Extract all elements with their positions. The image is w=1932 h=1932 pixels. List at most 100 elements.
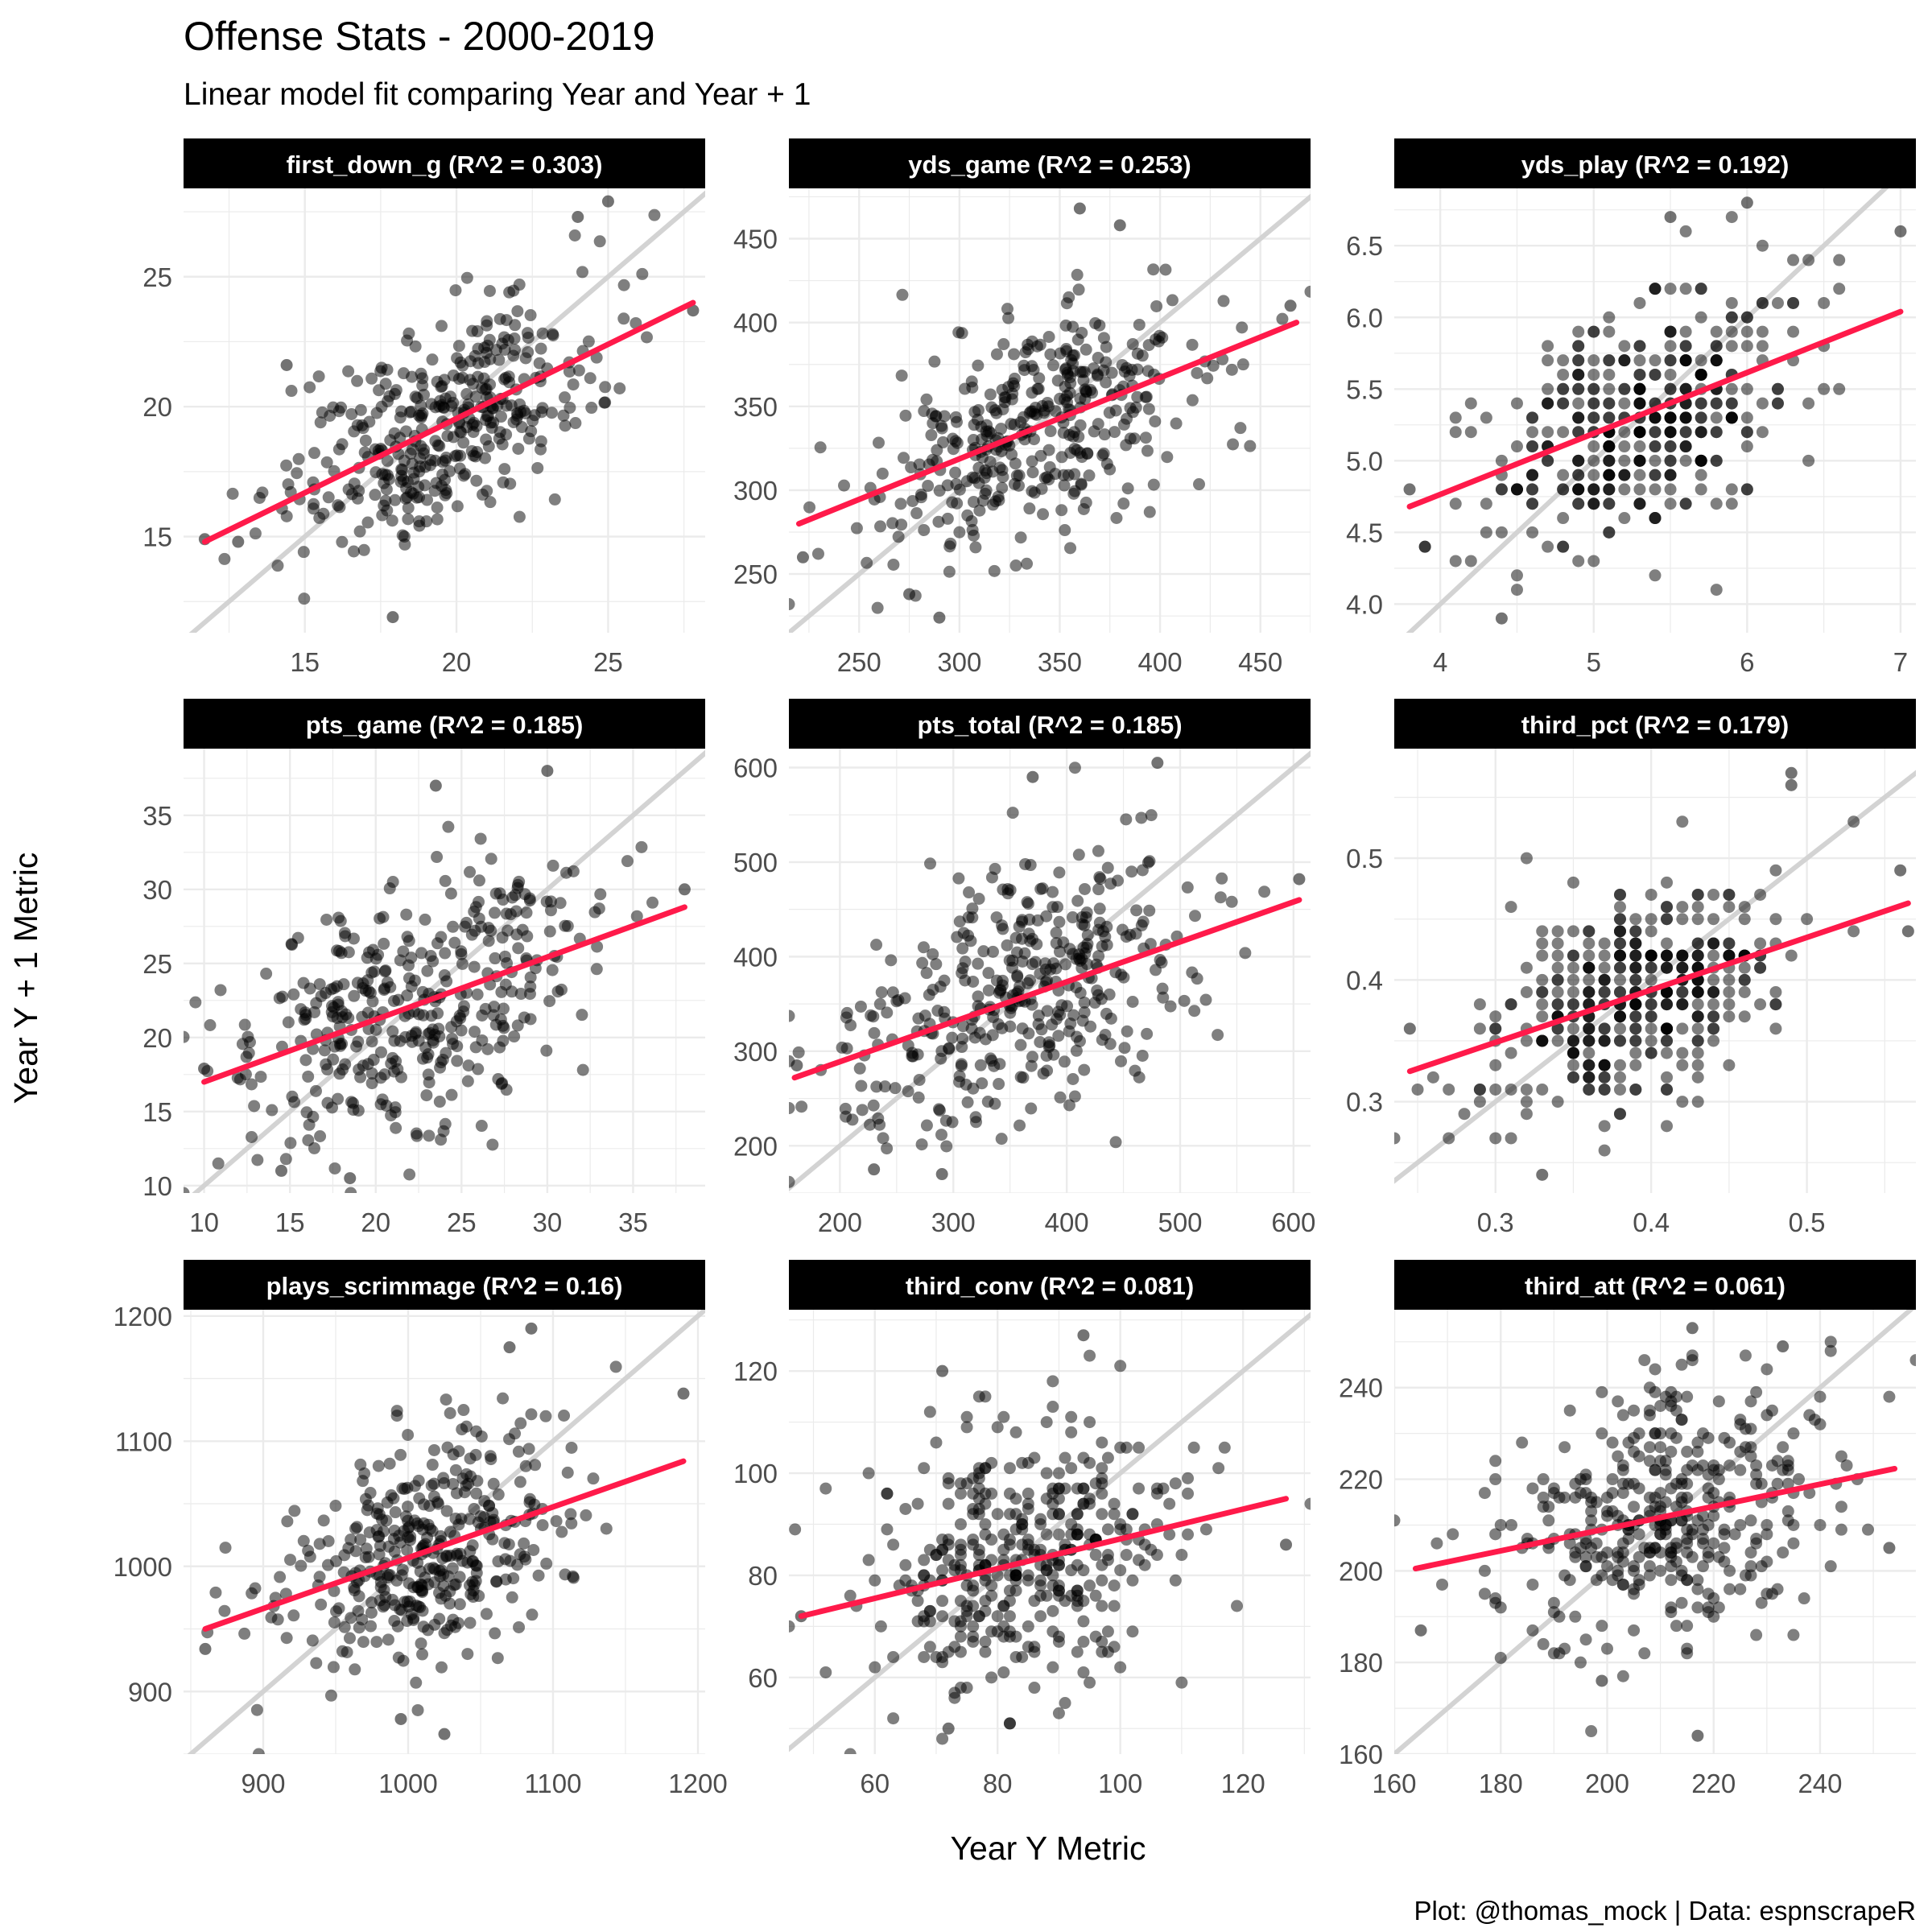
data-point	[388, 1545, 401, 1558]
data-point	[303, 1550, 316, 1563]
data-point	[1567, 1034, 1579, 1047]
x-tick-label: 200	[818, 1208, 862, 1237]
data-point	[819, 1666, 832, 1678]
data-point	[1125, 865, 1138, 878]
data-point	[1649, 1463, 1662, 1476]
data-point	[1665, 1445, 1678, 1458]
data-point	[492, 1073, 505, 1086]
data-point	[1583, 925, 1596, 938]
data-point	[1579, 1550, 1592, 1563]
data-point	[326, 1101, 339, 1114]
data-point	[1141, 1027, 1154, 1040]
data-point	[503, 1341, 516, 1354]
data-point	[483, 333, 496, 346]
data-point	[1675, 1358, 1688, 1371]
x-tick-label: 5	[1587, 647, 1601, 677]
data-point	[1664, 483, 1677, 496]
data-point	[1023, 502, 1036, 515]
data-point	[1495, 526, 1508, 539]
x-tick-label: 0.4	[1633, 1208, 1670, 1237]
data-point	[431, 937, 444, 950]
data-point	[1695, 397, 1707, 410]
data-point	[789, 1620, 795, 1633]
data-point	[394, 1712, 407, 1725]
data-point	[1679, 325, 1692, 338]
data-point	[1569, 1610, 1582, 1623]
data-point	[1587, 368, 1600, 381]
data-point	[1756, 325, 1769, 338]
data-point	[1449, 411, 1462, 424]
data-point	[1628, 1404, 1641, 1417]
data-point	[1489, 1473, 1502, 1486]
data-point	[1163, 1497, 1176, 1510]
data-point	[1724, 1459, 1736, 1472]
data-point	[966, 902, 979, 915]
data-point	[895, 369, 908, 382]
y-tick-label: 25	[142, 262, 172, 292]
data-point	[960, 475, 973, 488]
data-point	[1510, 440, 1523, 453]
data-point	[1510, 397, 1523, 410]
data-point	[930, 1549, 943, 1562]
data-point	[1100, 1007, 1113, 1020]
data-point	[328, 1162, 341, 1174]
data-point	[1055, 999, 1068, 1012]
data-point	[499, 978, 512, 991]
data-point	[936, 1564, 949, 1577]
data-point	[1542, 426, 1554, 439]
data-point	[1026, 958, 1038, 971]
data-point	[1777, 1340, 1790, 1353]
data-point	[484, 496, 497, 509]
data-point	[1141, 856, 1154, 869]
data-point	[303, 381, 316, 394]
data-point	[1649, 469, 1662, 481]
facet-strip-label: yds_play (R^2 = 0.192)	[1521, 151, 1790, 179]
data-point	[453, 1571, 466, 1583]
data-point	[855, 1080, 868, 1092]
data-point	[198, 1062, 211, 1075]
data-point	[1723, 937, 1736, 950]
data-point	[864, 1118, 877, 1131]
data-point	[317, 1514, 330, 1527]
data-point	[1679, 411, 1692, 424]
data-point	[532, 1569, 545, 1582]
data-point	[1003, 1717, 1016, 1730]
data-point	[291, 467, 303, 480]
data-point	[481, 319, 493, 332]
data-point	[1489, 1132, 1502, 1145]
data-point	[977, 945, 990, 958]
data-point	[529, 1459, 542, 1472]
data-point	[1613, 961, 1626, 974]
data-point	[1464, 426, 1477, 439]
data-point	[1691, 1096, 1704, 1108]
data-point	[1141, 444, 1154, 457]
data-point	[282, 478, 295, 491]
data-point	[954, 1543, 967, 1556]
data-point	[1124, 432, 1137, 445]
data-point	[485, 924, 497, 937]
data-point	[512, 442, 525, 455]
data-point	[1084, 1349, 1096, 1362]
data-point	[1645, 888, 1657, 901]
data-point	[451, 500, 464, 513]
data-point	[1787, 325, 1800, 338]
data-point	[967, 1502, 980, 1515]
data-point	[422, 1048, 435, 1061]
data-point	[1070, 1044, 1083, 1057]
data-point	[1598, 973, 1611, 986]
data-point	[1664, 211, 1677, 224]
data-point	[1725, 397, 1738, 410]
data-point	[1558, 1642, 1571, 1655]
facet-strip-label: pts_game (R^2 = 0.185)	[306, 711, 584, 739]
data-point	[1430, 1537, 1443, 1550]
data-point	[449, 284, 462, 297]
data-point	[1725, 340, 1738, 353]
data-point	[470, 1425, 483, 1438]
data-point	[1057, 936, 1070, 949]
data-point	[285, 385, 298, 398]
data-point	[875, 986, 888, 999]
data-point	[260, 968, 273, 980]
facet-strip-label: third_pct (R^2 = 0.179)	[1521, 711, 1790, 739]
data-point	[426, 353, 439, 366]
data-point	[1661, 1046, 1674, 1059]
